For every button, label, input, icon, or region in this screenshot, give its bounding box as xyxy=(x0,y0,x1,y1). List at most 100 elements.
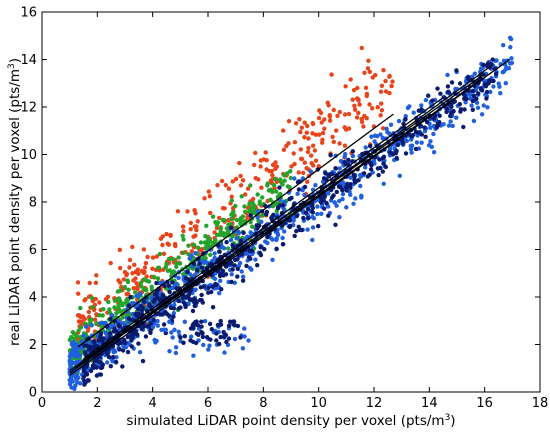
data-point xyxy=(326,213,331,218)
data-point xyxy=(305,179,310,184)
data-point xyxy=(267,169,272,174)
data-point xyxy=(262,247,267,252)
data-point xyxy=(468,92,473,97)
data-point xyxy=(476,91,481,96)
data-point xyxy=(496,81,501,86)
data-point xyxy=(247,208,252,213)
data-point xyxy=(237,260,243,266)
data-point xyxy=(430,98,435,103)
data-point xyxy=(428,125,433,130)
data-point xyxy=(238,238,244,243)
x-axis-title: simulated LiDAR point density per voxel … xyxy=(126,413,455,429)
data-point xyxy=(144,274,149,279)
data-point xyxy=(426,93,431,98)
data-point xyxy=(296,224,301,229)
data-point xyxy=(136,271,141,276)
data-point xyxy=(346,157,351,163)
data-point xyxy=(93,280,99,285)
data-point xyxy=(198,297,203,303)
data-point xyxy=(305,123,310,129)
data-point xyxy=(196,332,201,337)
data-point xyxy=(508,36,514,42)
data-point xyxy=(435,123,440,128)
data-point xyxy=(207,194,212,199)
data-point xyxy=(381,181,386,186)
data-point xyxy=(141,277,147,282)
data-point xyxy=(218,334,223,340)
data-point xyxy=(278,177,283,182)
data-point xyxy=(457,102,462,107)
data-point xyxy=(98,321,103,326)
data-point xyxy=(369,134,374,139)
data-point xyxy=(363,165,368,170)
data-point xyxy=(89,295,95,301)
data-point xyxy=(306,145,311,151)
data-point xyxy=(302,184,308,190)
data-point xyxy=(327,113,332,118)
data-point xyxy=(248,183,253,188)
data-point xyxy=(151,274,157,280)
data-point xyxy=(190,322,195,328)
data-point xyxy=(114,355,119,360)
data-point xyxy=(330,171,335,177)
data-point xyxy=(192,242,197,248)
data-point xyxy=(206,290,211,295)
data-point xyxy=(356,110,361,116)
data-point xyxy=(284,143,289,149)
data-point xyxy=(250,200,255,206)
data-point xyxy=(305,227,310,232)
ticks-layer: 0 2 4 6 8 10 12 14 16 18 0 2 4 6 8 10 12 14 16 xyxy=(20,6,548,412)
data-point xyxy=(383,164,388,170)
data-point xyxy=(90,305,95,310)
data-point xyxy=(302,160,307,165)
data-point xyxy=(342,143,348,148)
data-point xyxy=(380,136,385,141)
data-point xyxy=(239,269,244,274)
data-point xyxy=(120,348,126,353)
data-point xyxy=(281,128,286,133)
data-point xyxy=(355,178,360,183)
data-point xyxy=(68,362,73,367)
data-point xyxy=(367,102,372,107)
data-point xyxy=(332,200,337,205)
data-point xyxy=(408,147,414,152)
data-point xyxy=(346,126,352,131)
data-point xyxy=(340,191,346,197)
data-point xyxy=(135,286,140,292)
data-point xyxy=(446,123,452,128)
data-point xyxy=(233,176,239,182)
data-point xyxy=(337,109,342,115)
data-point xyxy=(291,218,296,223)
data-point xyxy=(310,225,316,230)
data-point xyxy=(302,120,307,125)
data-point xyxy=(116,296,121,301)
data-point xyxy=(213,238,218,243)
data-point xyxy=(229,225,234,230)
data-point xyxy=(308,169,313,174)
data-point xyxy=(122,269,128,275)
data-point xyxy=(127,257,133,263)
data-point xyxy=(238,183,244,188)
data-point xyxy=(199,319,204,324)
data-point xyxy=(479,112,485,117)
data-point xyxy=(112,305,117,310)
data-point xyxy=(86,309,92,315)
data-point xyxy=(403,151,409,156)
y-axis-title: real LiDAR point density per voxel (pts/… xyxy=(7,58,23,346)
data-point xyxy=(301,170,306,176)
data-point xyxy=(168,305,174,310)
data-point xyxy=(128,317,134,322)
data-point xyxy=(174,281,179,287)
data-point xyxy=(180,233,185,238)
data-point xyxy=(329,72,334,77)
data-point xyxy=(388,122,394,127)
data-point xyxy=(118,265,123,271)
data-point xyxy=(367,69,372,75)
data-point xyxy=(113,359,119,365)
data-point xyxy=(169,330,174,335)
data-point xyxy=(232,263,237,268)
data-point xyxy=(321,198,326,203)
data-point xyxy=(313,183,318,188)
data-point xyxy=(221,246,227,251)
data-point xyxy=(274,236,279,241)
